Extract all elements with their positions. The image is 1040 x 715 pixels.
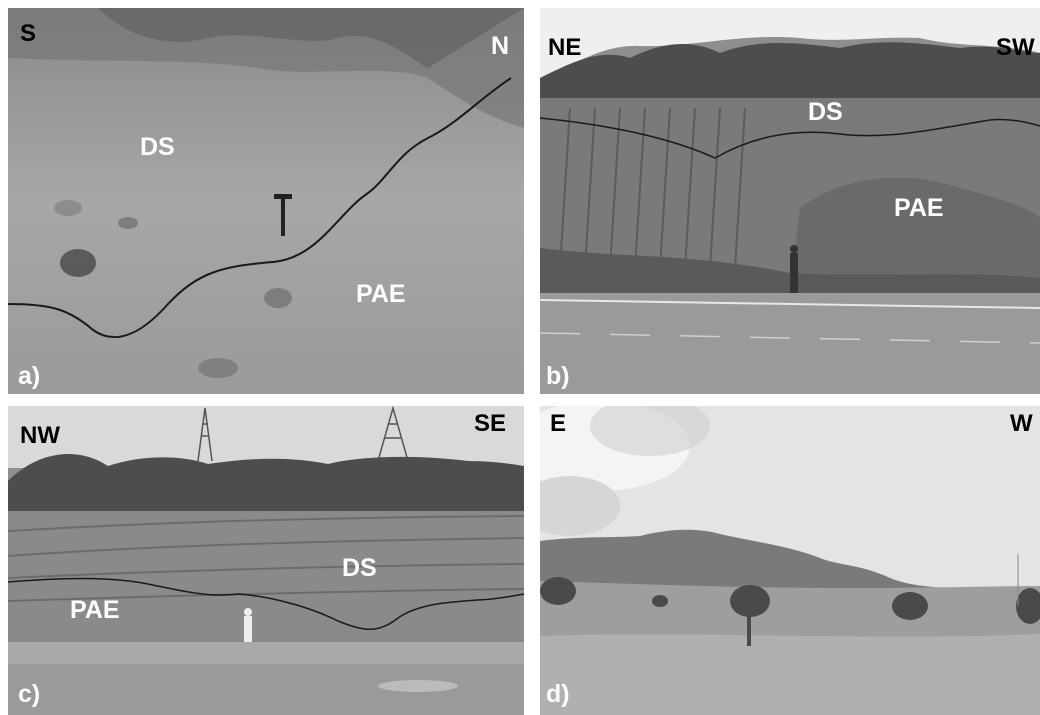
- unit-label-pae: PAE: [894, 194, 944, 222]
- outcrop-photo-c: [8, 406, 524, 715]
- panel-label: a): [18, 362, 41, 390]
- unit-label-ds: DS: [342, 554, 377, 582]
- unit-label-pae: PAE: [70, 596, 120, 624]
- photo-panel-a: S N DS PAE a): [8, 8, 524, 394]
- unit-label-ds: DS: [140, 133, 175, 161]
- photo-panel-d: E W d): [540, 406, 1040, 715]
- landscape-photo-d: [540, 406, 1040, 715]
- direction-label-left: NE: [548, 34, 582, 61]
- direction-label-left: NW: [20, 422, 60, 449]
- panel-label: c): [18, 680, 41, 708]
- direction-label-right: SW: [996, 34, 1035, 61]
- direction-label-left: E: [550, 410, 567, 437]
- photo-panel-b: NE SW DS PAE b): [540, 8, 1040, 394]
- direction-label-left: S: [20, 20, 37, 47]
- unit-label-ds: DS: [808, 98, 843, 126]
- outcrop-photo-a: [8, 8, 524, 394]
- panel-label: b): [546, 362, 570, 390]
- direction-label-right: SE: [474, 410, 507, 437]
- direction-label-right: W: [1010, 410, 1033, 437]
- outcrop-photo-b: [540, 8, 1040, 394]
- panel-label: d): [546, 680, 570, 708]
- direction-label-right: N: [491, 32, 510, 60]
- photo-panel-c: NW SE DS PAE c): [8, 406, 524, 715]
- unit-label-pae: PAE: [356, 280, 406, 308]
